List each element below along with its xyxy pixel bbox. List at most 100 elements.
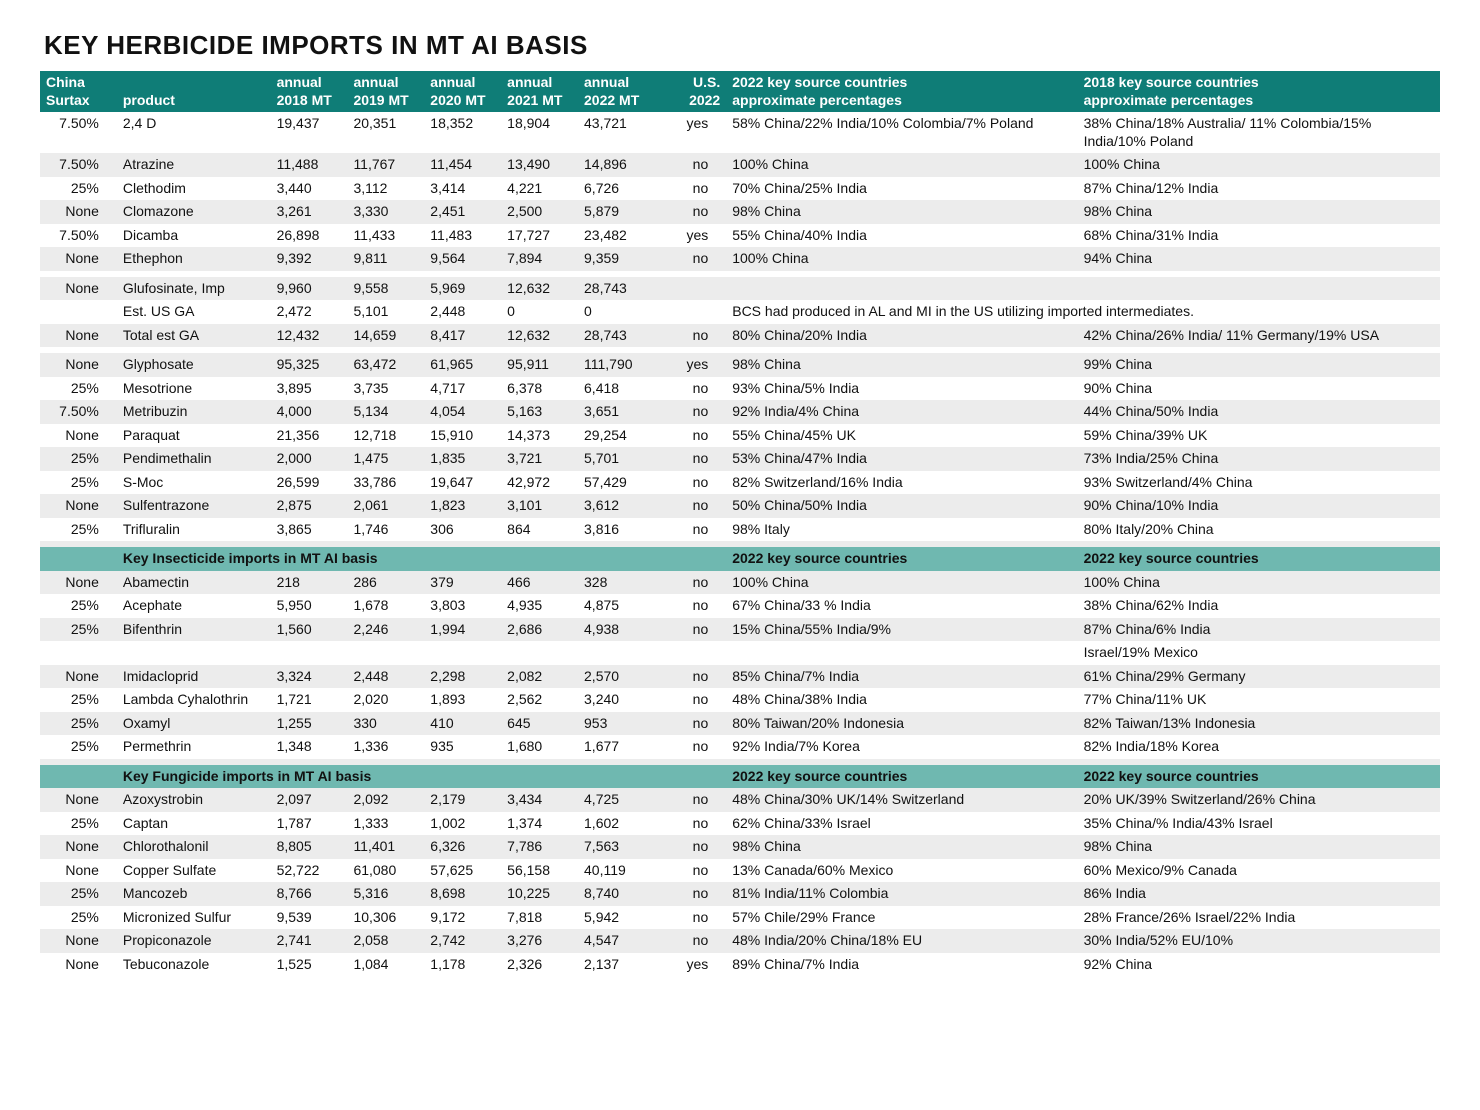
cell: 1,835 — [424, 447, 501, 471]
table-row: Israel/19% Mexico — [40, 641, 1440, 665]
cell: 95,911 — [501, 353, 578, 377]
cell: 52,722 — [271, 859, 348, 883]
cell: 3,816 — [578, 518, 666, 542]
cell: 100% China — [726, 571, 1077, 595]
cell: 25% — [40, 735, 117, 759]
cell: 3,261 — [271, 200, 348, 224]
cell: no — [666, 471, 726, 495]
cell: 4,935 — [501, 594, 578, 618]
cell: 11,433 — [347, 224, 424, 248]
cell: 5,701 — [578, 447, 666, 471]
cell: no — [666, 594, 726, 618]
cell: 87% China/6% India — [1078, 618, 1440, 642]
cell: 81% India/11% Colombia — [726, 882, 1077, 906]
cell: 3,240 — [578, 688, 666, 712]
cell: Mancozeb — [117, 882, 271, 906]
cell: 2,082 — [501, 665, 578, 689]
cell: 14,373 — [501, 424, 578, 448]
cell: 7.50% — [40, 400, 117, 424]
cell — [271, 641, 348, 665]
cell: no — [666, 788, 726, 812]
cell: 98% China — [726, 200, 1077, 224]
cell: 2,092 — [347, 788, 424, 812]
cell: 1,255 — [271, 712, 348, 736]
cell: 12,632 — [501, 324, 578, 348]
cell: 12,632 — [501, 277, 578, 301]
cell: Propiconazole — [117, 929, 271, 953]
table-row: 25%Trifluralin3,8651,7463068643,816no98%… — [40, 518, 1440, 542]
cell: 2022 key source countries — [1078, 765, 1440, 789]
cell: 1,721 — [271, 688, 348, 712]
cell — [726, 641, 1077, 665]
cell: 82% India/18% Korea — [1078, 735, 1440, 759]
cell: 2,500 — [501, 200, 578, 224]
cell: 2,472 — [271, 300, 348, 324]
cell: 23,482 — [578, 224, 666, 248]
cell: 25% — [40, 594, 117, 618]
cell — [666, 300, 726, 324]
cell: 2,875 — [271, 494, 348, 518]
cell: 5,879 — [578, 200, 666, 224]
cell: 77% China/11% UK — [1078, 688, 1440, 712]
section-title: Key Insecticide imports in MT AI basis — [117, 547, 726, 571]
cell: Clethodim — [117, 177, 271, 201]
cell: 1,787 — [271, 812, 348, 836]
cell: 100% China — [1078, 153, 1440, 177]
table-row: NoneTotal est GA12,43214,6598,41712,6322… — [40, 324, 1440, 348]
cell: 25% — [40, 447, 117, 471]
cell: 13,490 — [501, 153, 578, 177]
cell: 80% Italy/20% China — [1078, 518, 1440, 542]
cell: 11,767 — [347, 153, 424, 177]
cell: 90% China/10% India — [1078, 494, 1440, 518]
cell: yes — [666, 112, 726, 153]
cell: 2022 key source countries — [1078, 547, 1440, 571]
table-row: 25%S-Moc26,59933,78619,64742,97257,429no… — [40, 471, 1440, 495]
cell: 57% Chile/29% France — [726, 906, 1077, 930]
table-section-row: Key Fungicide imports in MT AI basis 2022… — [40, 765, 1440, 789]
cell: no — [666, 377, 726, 401]
cell: S-Moc — [117, 471, 271, 495]
cell: 1,678 — [347, 594, 424, 618]
cell — [726, 277, 1077, 301]
cell: 29,254 — [578, 424, 666, 448]
cell: 53% China/47% India — [726, 447, 1077, 471]
cell — [40, 765, 117, 789]
cell: Bifenthrin — [117, 618, 271, 642]
cell: 0 — [578, 300, 666, 324]
cell: 43,721 — [578, 112, 666, 153]
cell: 3,895 — [271, 377, 348, 401]
cell: 58% China/22% India/10% Colombia/7% Pola… — [726, 112, 1077, 153]
table-row: NoneClomazone3,2613,3302,4512,5005,879no… — [40, 200, 1440, 224]
cell: 2,448 — [347, 665, 424, 689]
cell: 100% China — [1078, 571, 1440, 595]
cell: 7.50% — [40, 153, 117, 177]
cell: 7,894 — [501, 247, 578, 271]
cell: 21,356 — [271, 424, 348, 448]
cell: 9,564 — [424, 247, 501, 271]
cell: None — [40, 247, 117, 271]
cell: 3,434 — [501, 788, 578, 812]
cell: Total est GA — [117, 324, 271, 348]
cell: 2,137 — [578, 953, 666, 977]
section-title: Key Fungicide imports in MT AI basis — [117, 765, 726, 789]
cell: 68% China/31% India — [1078, 224, 1440, 248]
cell: BCS had produced in AL and MI in the US … — [726, 300, 1440, 324]
cell: 28,743 — [578, 277, 666, 301]
cell: Oxamyl — [117, 712, 271, 736]
cell: 11,401 — [347, 835, 424, 859]
cell: 98% China — [726, 835, 1077, 859]
cell: 12,718 — [347, 424, 424, 448]
cell: 6,378 — [501, 377, 578, 401]
cell: 5,950 — [271, 594, 348, 618]
cell: no — [666, 247, 726, 271]
cell: 42% China/26% India/ 11% Germany/19% USA — [1078, 324, 1440, 348]
cell: Atrazine — [117, 153, 271, 177]
cell: no — [666, 929, 726, 953]
cell: 82% Switzerland/16% India — [726, 471, 1077, 495]
cell: 7,563 — [578, 835, 666, 859]
cell: None — [40, 953, 117, 977]
cell: 50% China/50% India — [726, 494, 1077, 518]
table-row: 25%Acephate5,9501,6783,8034,9354,875no67… — [40, 594, 1440, 618]
th-us2022: U.S.2022 — [666, 71, 726, 112]
cell: 2,097 — [271, 788, 348, 812]
